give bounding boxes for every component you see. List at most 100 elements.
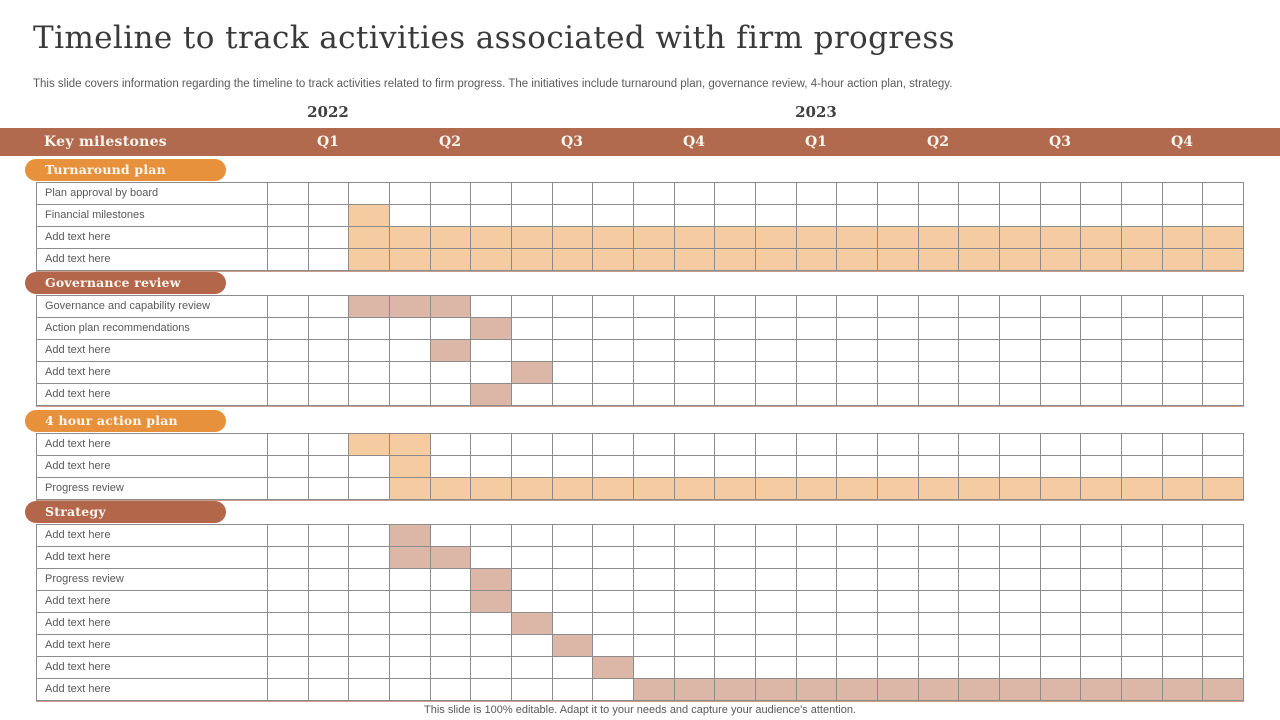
section-pill: Governance review bbox=[25, 272, 226, 294]
gantt-cell bbox=[1000, 340, 1041, 362]
row-label[interactable]: Add text here bbox=[37, 227, 268, 249]
row-label: Plan approval by board bbox=[37, 183, 268, 205]
gantt-bar-cell bbox=[1203, 478, 1244, 500]
gantt-cell bbox=[878, 591, 919, 613]
gantt-cell bbox=[674, 547, 716, 569]
gantt-cell bbox=[1122, 384, 1163, 406]
row-label[interactable]: Add text here bbox=[37, 635, 268, 657]
gantt-bar-cell bbox=[552, 478, 594, 500]
gantt-cell bbox=[471, 635, 512, 657]
gantt-bar-cell bbox=[715, 679, 756, 701]
gantt-cell bbox=[959, 613, 1000, 635]
gantt-cell bbox=[471, 547, 512, 569]
gantt-cell bbox=[918, 657, 960, 679]
gantt-cell bbox=[349, 478, 390, 500]
row-label[interactable]: Add text here bbox=[37, 249, 268, 271]
gantt-bar-cell bbox=[1203, 249, 1244, 271]
gantt-bar-cell bbox=[959, 478, 1000, 500]
gantt-cell bbox=[1000, 547, 1041, 569]
gantt-cell bbox=[308, 657, 350, 679]
gantt-cell bbox=[593, 362, 634, 384]
gantt-cell bbox=[390, 205, 431, 227]
gantt-cell bbox=[837, 525, 878, 547]
gantt-cell bbox=[918, 434, 960, 456]
gantt-bar-cell bbox=[1040, 249, 1082, 271]
gantt-cell bbox=[959, 591, 1000, 613]
gantt-cell bbox=[349, 635, 390, 657]
gantt-bar-cell bbox=[634, 478, 675, 500]
gantt-cell bbox=[1162, 657, 1204, 679]
gantt-bar-cell bbox=[634, 679, 675, 701]
quarter-label: Q3 bbox=[561, 134, 583, 150]
key-milestones-header: Key milestones bbox=[44, 134, 167, 150]
gantt-cell bbox=[1040, 434, 1082, 456]
row-label[interactable]: Add text here bbox=[37, 547, 268, 569]
gantt-cell bbox=[430, 362, 472, 384]
gantt-cell bbox=[674, 456, 716, 478]
row-label[interactable]: Add text here bbox=[37, 525, 268, 547]
gantt-cell bbox=[552, 183, 594, 205]
gantt-cell bbox=[1162, 318, 1204, 340]
gantt-cell bbox=[1122, 613, 1163, 635]
gantt-bar-cell bbox=[1122, 679, 1163, 701]
gantt-cell bbox=[1122, 340, 1163, 362]
gantt-cell bbox=[471, 525, 512, 547]
gantt-cell bbox=[1040, 340, 1082, 362]
gantt-bar-cell bbox=[1162, 478, 1204, 500]
gantt-cell bbox=[918, 183, 960, 205]
gantt-cell bbox=[390, 591, 431, 613]
gantt-cell bbox=[1203, 318, 1244, 340]
gantt-cell bbox=[878, 183, 919, 205]
gantt-bar-cell bbox=[471, 384, 512, 406]
gantt-cell bbox=[918, 613, 960, 635]
gantt-cell bbox=[674, 635, 716, 657]
gantt-cell bbox=[390, 657, 431, 679]
gantt-bar-cell bbox=[430, 478, 472, 500]
row-label[interactable]: Add text here bbox=[37, 362, 268, 384]
gantt-bar-cell bbox=[796, 249, 838, 271]
gantt-cell bbox=[308, 679, 350, 701]
gantt-cell bbox=[634, 183, 675, 205]
gantt-cell bbox=[959, 456, 1000, 478]
gantt-cell bbox=[837, 340, 878, 362]
gantt-cell bbox=[715, 318, 756, 340]
gantt-bar-cell bbox=[1122, 249, 1163, 271]
gantt-cell bbox=[959, 205, 1000, 227]
row-label[interactable]: Add text here bbox=[37, 591, 268, 613]
row-label[interactable]: Add text here bbox=[37, 384, 268, 406]
gantt-cell bbox=[796, 569, 838, 591]
gantt-cell bbox=[634, 318, 675, 340]
gantt-cell bbox=[349, 591, 390, 613]
row-label[interactable]: Add text here bbox=[37, 679, 268, 701]
timeline-header-band: Key milestones Q1 Q2 Q3 Q4 Q1 Q2 Q3 Q4 bbox=[0, 128, 1280, 156]
gantt-cell bbox=[918, 296, 960, 318]
gantt-cell bbox=[1162, 635, 1204, 657]
gantt-cell bbox=[471, 679, 512, 701]
gantt-cell bbox=[1081, 613, 1122, 635]
gantt-bar-cell bbox=[674, 679, 716, 701]
gantt-cell bbox=[756, 635, 797, 657]
gantt-cell bbox=[756, 434, 797, 456]
row-label[interactable]: Add text here bbox=[37, 340, 268, 362]
gantt-cell bbox=[349, 657, 390, 679]
gantt-cell bbox=[552, 205, 594, 227]
row-label[interactable]: Add text here bbox=[37, 434, 268, 456]
gantt-cell bbox=[1000, 635, 1041, 657]
gantt-cell bbox=[837, 183, 878, 205]
gantt-cell bbox=[878, 434, 919, 456]
row-label[interactable]: Add text here bbox=[37, 657, 268, 679]
gantt-cell bbox=[1162, 362, 1204, 384]
quarter-label: Q4 bbox=[1171, 134, 1193, 150]
gantt-bar-cell bbox=[512, 362, 553, 384]
gantt-cell bbox=[756, 456, 797, 478]
row-label[interactable]: Add text here bbox=[37, 456, 268, 478]
gantt-cell bbox=[756, 657, 797, 679]
gantt-cell bbox=[349, 679, 390, 701]
gantt-cell bbox=[430, 525, 472, 547]
gantt-bar-cell bbox=[918, 227, 960, 249]
gantt-cell bbox=[837, 205, 878, 227]
gantt-cell bbox=[1122, 591, 1163, 613]
gantt-cell bbox=[1040, 569, 1082, 591]
row-label[interactable]: Add text here bbox=[37, 613, 268, 635]
gantt-cell bbox=[959, 547, 1000, 569]
